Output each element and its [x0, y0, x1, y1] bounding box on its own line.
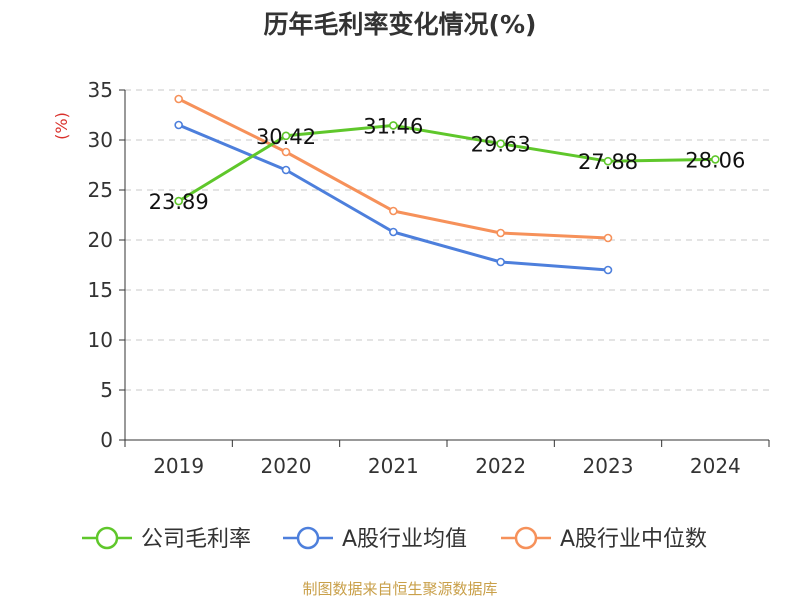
source-note: 制图数据来自恒生聚源数据库	[302, 580, 497, 598]
x-tick-label: 2019	[153, 454, 204, 478]
data-point	[496, 139, 505, 148]
legend-item[interactable]: A股行业均值	[283, 526, 467, 552]
y-tick-label: 0	[100, 428, 113, 452]
series-line-1	[178, 123, 609, 272]
data-point	[389, 121, 398, 130]
x-tick-label: 2023	[583, 454, 634, 478]
data-label: 30.42	[256, 125, 316, 149]
legend-item[interactable]: A股行业中位数	[501, 526, 707, 552]
series-line-0	[177, 123, 716, 203]
data-point	[174, 196, 183, 206]
series-layer	[174, 94, 720, 275]
data-label-layer: 23.89 30.42 31.46 29.63 27.88 28.06	[149, 114, 746, 214]
data-point	[281, 165, 291, 175]
grid-layer	[125, 89, 769, 391]
data-label: 31.46	[363, 114, 423, 138]
y-tick-label: 15	[88, 278, 113, 302]
x-tick-label: 2021	[368, 454, 419, 478]
y-tick-label: 25	[88, 178, 113, 202]
x-tick-label: 2022	[475, 454, 526, 478]
y-tick-label: 30	[88, 128, 113, 152]
data-point	[711, 155, 720, 164]
legend-marker	[296, 526, 320, 550]
y-tick-label: 20	[88, 228, 113, 252]
legend-label: A股行业均值	[342, 527, 467, 552]
data-point	[281, 147, 291, 157]
y-axis-label: (%)	[52, 112, 71, 140]
data-point	[281, 131, 291, 141]
data-label: 27.88	[578, 150, 638, 174]
y-tick-label: 35	[88, 78, 113, 102]
legend: 公司毛利率 A股行业均值 A股行业中位数	[82, 526, 707, 552]
data-point	[603, 233, 613, 243]
x-tick-label: 2020	[261, 454, 312, 478]
data-point	[174, 94, 183, 104]
data-point	[496, 228, 505, 238]
legend-label: 公司毛利率	[141, 527, 251, 552]
data-point	[496, 257, 505, 267]
legend-item[interactable]: 公司毛利率	[82, 526, 251, 552]
data-point	[174, 120, 183, 130]
data-point	[389, 227, 398, 237]
legend-marker	[514, 526, 538, 550]
data-label: 28.06	[685, 148, 745, 172]
data-point	[603, 156, 613, 166]
data-point	[389, 206, 398, 216]
data-label: 29.63	[471, 133, 531, 157]
data-point	[603, 265, 613, 275]
legend-marker	[95, 526, 119, 550]
legend-label: A股行业中位数	[560, 527, 707, 552]
y-tick-label: 10	[88, 328, 113, 352]
x-tick-label: 2024	[690, 454, 741, 478]
chart-title: 历年毛利率变化情况(%)	[264, 10, 537, 39]
data-label: 23.89	[149, 190, 209, 214]
y-tick-label: 5	[100, 378, 113, 402]
axis-layer: 0 5 10 15 20 25 30 35 2019 2020 2021 2022 2023 2024	[88, 78, 770, 478]
